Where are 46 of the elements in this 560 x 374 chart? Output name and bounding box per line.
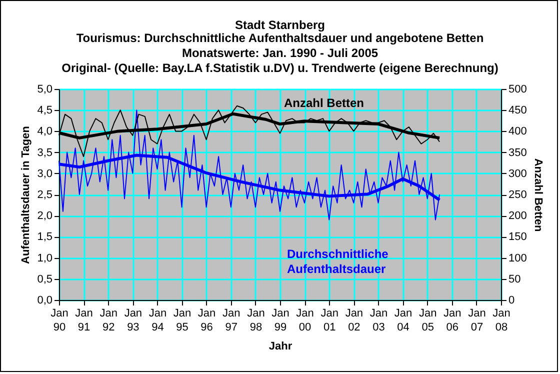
x-axis-title: Jahr (268, 340, 293, 352)
x-tick-label: Jan 97 (222, 308, 240, 334)
y-tick-label: 4,5 (37, 104, 52, 117)
x-tick-label: Jan 03 (370, 308, 388, 334)
y2-tick-label: 500 (508, 84, 527, 96)
x-tick-label: Jan 94 (148, 308, 167, 334)
x-tick-label: Jan 90 (50, 308, 68, 334)
y2-tick-label: 400 (508, 126, 527, 138)
y-tick-label: 5,0 (37, 84, 52, 96)
x-tick-label: Jan 96 (198, 308, 216, 334)
x-tick-label: Jan 08 (492, 308, 510, 334)
x-tick-label: Jan 00 (296, 308, 314, 334)
x-tick-label: Jan 01 (320, 308, 339, 334)
y2-tick-label: 150 (508, 231, 527, 244)
y-tick-label: 3,0 (37, 168, 52, 180)
y2-tick-label: 0 (508, 294, 515, 306)
y2-tick-label: 200 (508, 210, 527, 222)
x-tick-label: Jan 04 (394, 308, 412, 334)
y2-axis-title: Anzahl Betten (532, 158, 544, 232)
chart-subtitle: Tourismus: Durchschnittliche Aufenthaltsdauer und angebotene Betten Monatswerte: Jan. 1990 - Juli 2005 Original- (Quelle: Bay.LA f.Statistik u.DV) u. Trendwerte (eigene Berechnung) (62, 31, 498, 75)
y-tick-label: 2,5 (37, 189, 52, 201)
x-tick-label: Jan 02 (345, 308, 364, 334)
x-tick-label: Jan 95 (173, 308, 192, 334)
y-tick-label: 2,0 (37, 210, 52, 222)
y2-tick-label: 50 (508, 273, 521, 286)
y2-tick-label: 100 (508, 252, 527, 264)
y2-tick-label: 450 (508, 104, 527, 117)
y2-tick-label: 350 (508, 146, 527, 159)
x-tick-label: Jan 91 (75, 308, 93, 334)
x-tick-label: Jan 07 (468, 308, 486, 334)
y2-tick-label: 250 (508, 189, 527, 201)
y-tick-label: 0,5 (37, 273, 52, 286)
x-tick-label: Jan 92 (100, 308, 118, 334)
y-tick-label: 0,0 (37, 294, 52, 306)
y-tick-label: 1,0 (37, 252, 52, 264)
y-tick-label: 1,5 (37, 231, 52, 244)
x-tick-label: Jan 93 (124, 308, 142, 334)
chart-title: Stadt Starnberg (234, 18, 326, 32)
x-tick-label: Jan 98 (247, 308, 265, 334)
x-tick-label: Jan 05 (419, 308, 437, 334)
y-axis-title: Aufenthaltsdauer in Tagen (20, 126, 32, 264)
y-tick-label: 4,0 (37, 126, 52, 138)
x-tick-label: Jan 06 (444, 308, 462, 334)
x-tick-label: Jan 99 (272, 308, 290, 334)
y2-tick-label: 300 (508, 168, 527, 180)
y-tick-label: 3,5 (37, 146, 52, 159)
